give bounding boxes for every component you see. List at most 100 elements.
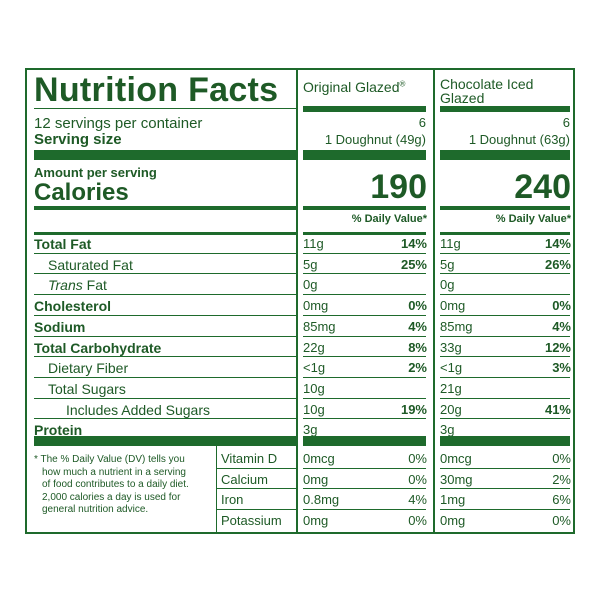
nutrient-label-text: Fat	[82, 277, 107, 294]
serving-size-label: Serving size	[34, 131, 122, 148]
footnote-line: general nutrition advice.	[42, 504, 149, 515]
product-1-name: Original Glazed®	[303, 79, 406, 95]
product-2-vitamin-amount: 0mg	[440, 512, 466, 528]
product-2-amount: 5g	[440, 256, 455, 272]
vitamin-bar-p1	[303, 436, 426, 446]
product-1-serving-size: 1 Doughnut (49g)	[324, 132, 426, 147]
product-1-header-bar	[303, 106, 426, 112]
product-1-vitamin-amount: 0mg	[303, 471, 329, 487]
product-2-vitamin-dv: 0%	[552, 512, 571, 528]
vitamin-label: Potassium	[221, 512, 282, 528]
nutrient-label-text: Cholesterol	[34, 298, 112, 315]
nutrient-label-italic: Trans	[48, 277, 83, 294]
nutrient-label-text: Total Sugars	[48, 380, 126, 397]
row-rule	[440, 273, 570, 275]
row-rule	[34, 314, 296, 316]
product-1-daily-value: 0%	[408, 298, 427, 314]
product-1-daily-value: 25%	[400, 256, 427, 272]
vitamin-row-rule	[217, 488, 296, 490]
nutrient-label: Includes Added Sugars	[66, 403, 210, 417]
row-rule	[303, 294, 426, 296]
vitamin-row-rule	[217, 467, 296, 469]
row-rule	[440, 294, 570, 296]
product-2-daily-value: 26%	[544, 256, 571, 272]
product-2-dv-header: % Daily Value*	[495, 213, 571, 225]
product-2-amount: <1g	[440, 360, 463, 376]
product-2-amount: 0mg	[440, 298, 466, 314]
product-2-amount: 11g	[440, 236, 461, 251]
nutrient-label: Cholesterol	[34, 299, 111, 313]
vitamin-row-rule	[303, 508, 426, 510]
row-rule	[34, 335, 296, 337]
product-2-serving-size: 1 Doughnut (63g)	[468, 132, 570, 147]
product-2-servings: 6	[562, 115, 570, 130]
product-2-daily-value: 3%	[552, 360, 571, 376]
vitamin-row-rule	[303, 488, 426, 490]
vitamin-row-rule	[440, 508, 570, 510]
product-2-vitamin-amount: 1mg	[440, 492, 466, 508]
nutrient-label-text: Total Carbohydrate	[34, 339, 162, 356]
row-rule	[440, 376, 570, 378]
product-2-daily-value: 4%	[552, 318, 571, 334]
row-rule	[440, 418, 570, 420]
nutrition-facts-panel: Nutrition Facts Original Glazed® Chocola…	[25, 68, 575, 534]
vitamin-row-rule	[440, 467, 570, 469]
serving-bar-p2	[440, 150, 570, 160]
vitamin-label: Vitamin D	[221, 451, 278, 466]
row-rule	[303, 252, 426, 254]
product-2-vitamin-dv: 2%	[552, 471, 571, 487]
row-rule	[34, 397, 296, 399]
nutrient-label-text: Sodium	[34, 318, 86, 335]
footnote-line: * The % Daily Value (DV) tells you	[34, 454, 185, 465]
row-rule	[440, 252, 570, 254]
vitamin-bar-left	[34, 436, 296, 446]
product-2-daily-value: 12%	[544, 339, 571, 355]
nutrient-label-text: Total Fat	[34, 236, 92, 252]
nutrient-label-text: Dietary Fiber	[48, 360, 129, 377]
product-1-amount: 10g	[303, 401, 325, 417]
vitamin-row-rule	[303, 467, 426, 469]
product-2-amount: 33g	[440, 339, 462, 355]
row-rule	[440, 356, 570, 358]
product-2-daily-value: 41%	[544, 401, 571, 417]
row-rule	[440, 397, 570, 399]
vitamin-row-rule	[440, 488, 570, 490]
product-1-vitamin-dv: 0%	[408, 512, 427, 528]
nutrient-label-text: Includes Added Sugars	[66, 401, 210, 418]
nutrient-label: Trans Fat	[48, 278, 107, 292]
footnote-line: 2,000 calories a day is used for	[42, 491, 181, 503]
column-divider-2	[433, 70, 435, 532]
nutrient-label: Sodium	[34, 320, 85, 334]
footnote-divider	[216, 446, 217, 532]
product-2-amount: 3g	[440, 422, 455, 438]
product-2-daily-value: 0%	[552, 298, 571, 314]
row-rule	[303, 397, 426, 399]
row-rule	[34, 294, 296, 296]
amount-per-serving: Amount per serving	[34, 165, 157, 180]
vitamin-row-rule	[217, 508, 296, 510]
row-rule	[34, 252, 296, 254]
row-rule	[34, 356, 296, 358]
product-2-daily-value: 14%	[544, 236, 571, 251]
vitamin-label: Iron	[221, 492, 244, 508]
product-2-vitamin-dv: 6%	[552, 492, 571, 508]
row-rule	[303, 418, 426, 420]
footnote-line: of food contributes to a daily diet.	[42, 479, 189, 490]
product-1-amount: 5g	[303, 256, 318, 272]
product-2-amount: 85mg	[440, 318, 473, 334]
row-rule	[440, 335, 570, 337]
row-rule	[440, 232, 570, 235]
product-1-amount: 0g	[303, 277, 318, 293]
product-2-calories: 240	[514, 168, 571, 206]
product-1-amount: 85mg	[303, 318, 336, 334]
product-2-vitamin-amount: 0mcg	[440, 451, 472, 466]
row-rule	[303, 335, 426, 337]
product-2-amount: 0g	[440, 277, 455, 293]
serving-bar-p1	[303, 150, 426, 160]
nutrient-label: Protein	[34, 423, 82, 437]
nutrient-label: Total Fat	[34, 237, 91, 251]
vitamin-label: Calcium	[221, 471, 268, 487]
footnote: * The % Daily Value (DV) tells you how m…	[34, 454, 189, 517]
row-rule	[303, 356, 426, 358]
product-1-vitamin-amount: 0mg	[303, 512, 329, 528]
